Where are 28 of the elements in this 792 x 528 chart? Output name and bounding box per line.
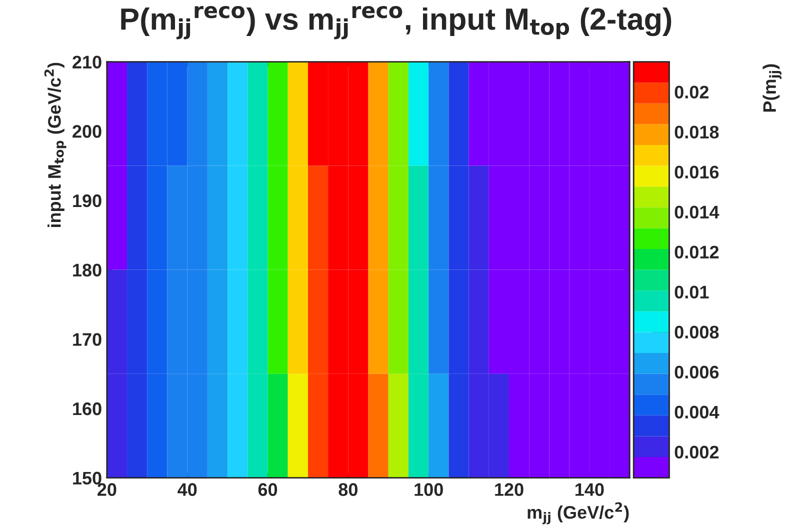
color-bar-label: 0.012	[674, 246, 719, 259]
chart-title: P(m$_{jj}$$^{reco}$) vs m$_{jj}$$^{reco}$, input M$_{top}$ (2-tag)	[121, 6, 672, 40]
color-bar-label: 0.01	[674, 286, 709, 299]
color-bar-label: 0.018	[674, 126, 719, 139]
y-axis-title: input M$_{top}$ (GeV/c$^{2}$)	[44, 62, 66, 227]
y-tick-label: 200	[72, 125, 102, 138]
color-bar-label: 0.002	[674, 446, 719, 459]
color-bar-title: P(m$_{jj}$)	[762, 64, 782, 112]
x-axis-title: m$_{jj}$ (GeV/c$^{2}$)	[528, 502, 629, 524]
color-bar-label: 0.006	[674, 366, 719, 379]
color-bar-label: 0.004	[674, 406, 720, 419]
x-tick-label: 40	[178, 483, 197, 496]
x-tick-label: 60	[258, 483, 278, 496]
color-bar-label: 0.016	[674, 166, 719, 179]
color-bar-label: 0.02	[674, 86, 709, 98]
x-tick-label: 100	[414, 483, 443, 496]
y-tick-label: 160	[73, 402, 102, 416]
color-bar-label: 0.008	[674, 326, 719, 339]
x-tick-label: 20	[98, 483, 116, 496]
y-tick-label: 190	[73, 194, 102, 208]
x-tick-label: 80	[338, 483, 358, 496]
color-bar-label: 0.014	[674, 206, 720, 219]
x-tick-label: 120	[495, 483, 524, 496]
y-tick-label: 150	[73, 472, 102, 485]
y-tick-label: 180	[73, 264, 102, 277]
y-tick-label: 210	[72, 56, 102, 68]
y-tick-label: 170	[73, 333, 102, 346]
x-tick-label: 140	[576, 483, 604, 496]
